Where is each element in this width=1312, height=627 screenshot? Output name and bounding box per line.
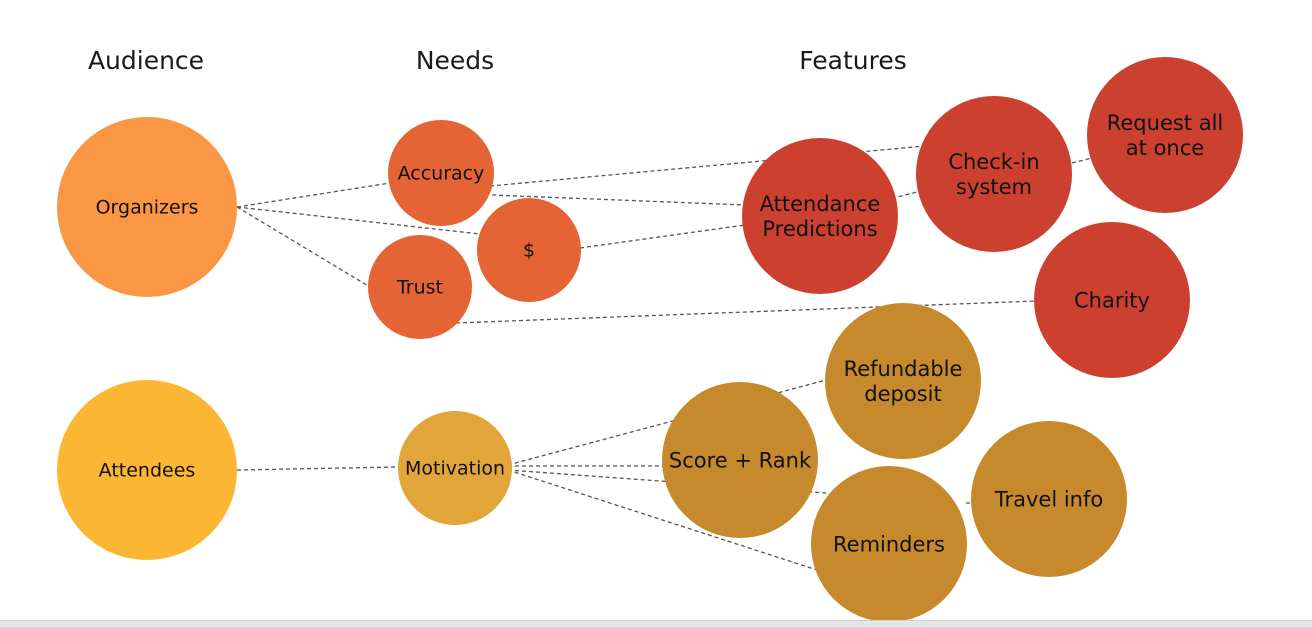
node-score: Score + Rank [662,382,818,538]
node-accuracy: Accuracy [388,120,494,226]
node-label-checkin: system [956,175,1032,199]
edge-motivation-reminders [507,469,818,571]
nodes-layer: Organizers Attendees Accuracy $ Trust Motivat… [57,57,1243,622]
node-label-charity: Charity [1074,288,1150,312]
node-label-dollar: $ [523,240,535,262]
node-reminders: Reminders [811,466,967,622]
header-needs: Needs [415,46,495,75]
node-charity: Charity [1034,222,1190,378]
bottom-scroll-edge [0,620,1312,627]
edge-organizers-accuracy [236,182,391,208]
node-label-attendance: Predictions [762,217,877,241]
node-label-checkin: Check-in [948,150,1039,174]
node-circle-motivation [398,411,512,525]
edge-trust-charity [455,300,1037,324]
node-attendees: Attendees [57,380,237,560]
node-circle-request [1087,57,1243,213]
node-circle-charity [1034,222,1190,378]
node-label-organizers: Organizers [96,197,199,219]
node-circle-organizers [57,117,237,297]
node-label-attendance: Attendance [760,192,881,216]
node-label-accuracy: Accuracy [398,163,485,185]
node-label-attendees: Attendees [99,460,196,482]
node-label-trust: Trust [396,277,443,299]
edges-layer [236,145,1093,571]
node-label-request: at once [1126,136,1204,160]
edge-dollar-attendance [579,224,746,249]
node-circle-travel [971,421,1127,577]
node-label-request: Request all [1107,111,1224,135]
node-motivation: Motivation [398,411,512,525]
edge-checkin-request [1071,157,1093,164]
edge-attendees-motivation [236,466,399,471]
node-circle-attendance [742,138,898,294]
header-features: Features [799,46,907,75]
node-circle-reminders [811,466,967,622]
node-circle-dollar [477,198,581,302]
node-circle-checkin [916,96,1072,252]
node-label-travel: Travel info [994,487,1104,511]
edge-organizers-trust [236,206,371,288]
node-label-refundable: deposit [864,382,941,406]
node-trust: Trust [368,235,472,339]
node-dollar: $ [477,198,581,302]
node-circle-attendees [57,380,237,560]
node-organizers: Organizers [57,117,237,297]
node-label-motivation: Motivation [405,458,505,480]
node-circle-trust [368,235,472,339]
node-travel: Travel info [971,421,1127,577]
node-circle-refundable [825,303,981,459]
node-label-refundable: Refundable [844,357,963,381]
header-audience: Audience [87,46,205,75]
node-circle-score [662,382,818,538]
node-label-score: Score + Rank [669,448,812,472]
edge-organizers-dollar [236,206,481,235]
node-circle-accuracy [388,120,494,226]
edge-accuracy-attendance [491,194,746,206]
node-label-reminders: Reminders [833,532,945,556]
